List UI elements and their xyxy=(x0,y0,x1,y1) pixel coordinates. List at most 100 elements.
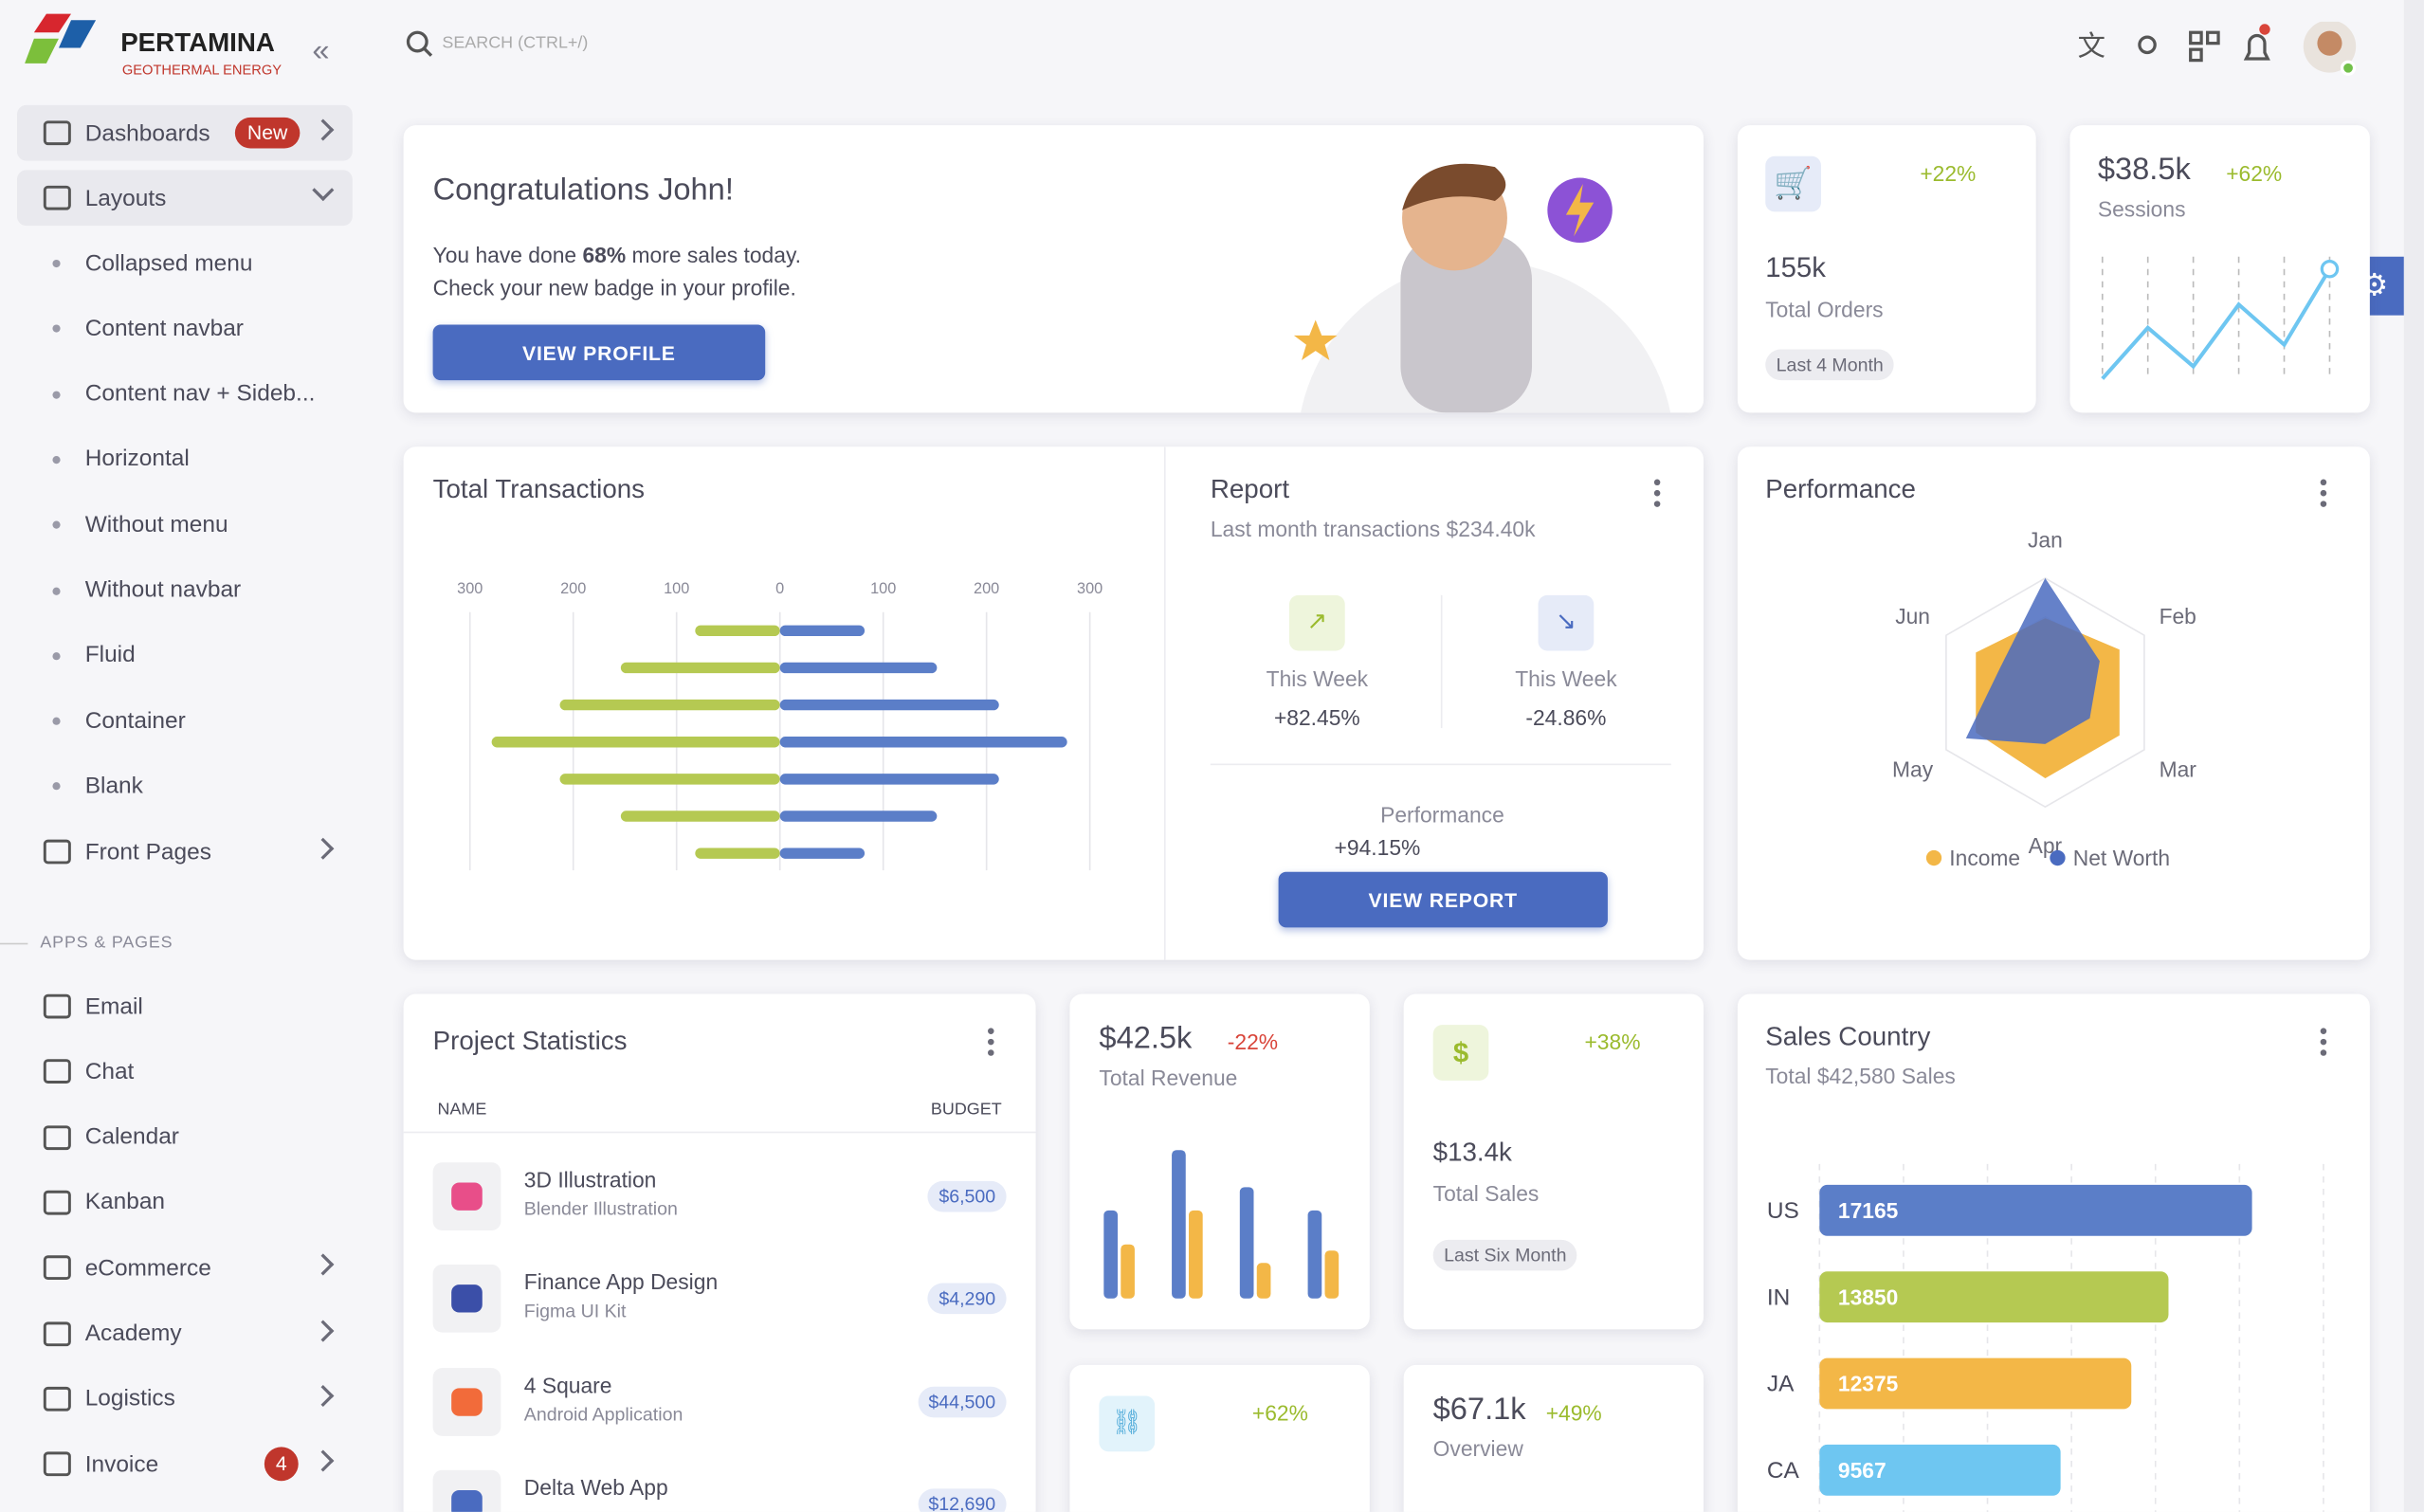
icon-shape xyxy=(43,1321,71,1346)
scrollbar xyxy=(2403,0,2424,1512)
menu[interactable] xyxy=(1653,489,1661,497)
week-value: +82.45% xyxy=(1273,704,1360,730)
nav-item[interactable]: Dashboards New xyxy=(16,104,353,161)
nav-label: Calendar xyxy=(84,1123,179,1151)
project-budget: $44,500 xyxy=(917,1386,1007,1417)
svg-text:文: 文 xyxy=(2078,31,2105,63)
menu[interactable] xyxy=(988,1038,994,1046)
nav-icon xyxy=(43,1124,71,1150)
overview-card: $67.1k +49% Overview xyxy=(1403,1364,1704,1512)
up-icon: ↗ xyxy=(1289,594,1345,651)
chevron xyxy=(312,1384,335,1407)
nav-item[interactable]: Content nav + Sideb... xyxy=(17,366,353,422)
link-card: ⛓ +62% xyxy=(1069,1364,1370,1512)
nav-icon xyxy=(43,1386,71,1412)
transactions-chart: 300 200 100 0 100 200 300 xyxy=(457,580,1103,871)
bar xyxy=(695,625,780,637)
nav-item[interactable]: Calendar xyxy=(17,1109,353,1165)
bullet xyxy=(52,520,61,530)
bar xyxy=(1172,1150,1186,1299)
value-label: 9567 xyxy=(1838,1458,1886,1483)
nav-item[interactable]: Collapsed menu xyxy=(17,235,353,291)
nav-item[interactable]: Layouts xyxy=(16,170,353,227)
text: more sales today. xyxy=(631,243,802,268)
nav-label: Logistics xyxy=(84,1385,175,1412)
project-name: 4 Square xyxy=(523,1372,612,1397)
projects-card: Project Statistics NAME BUDGET 3D Illust… xyxy=(403,993,1036,1512)
value-label: 13850 xyxy=(1838,1284,1898,1309)
category-label: IN xyxy=(1767,1284,1790,1310)
label: Total Sales xyxy=(1432,1180,1540,1206)
bullet xyxy=(52,324,61,334)
nav-item[interactable]: Invoice 4 xyxy=(17,1436,353,1492)
title: Total Transactions xyxy=(432,474,646,504)
bullet xyxy=(52,259,61,268)
menu[interactable] xyxy=(2320,489,2327,497)
nav-label: Dashboards xyxy=(84,119,210,147)
axis-label: Jan xyxy=(2028,527,2063,552)
nav-item[interactable]: Horizontal xyxy=(17,431,353,487)
icon-shape xyxy=(43,993,71,1019)
project-name: Finance App Design xyxy=(523,1269,719,1295)
bar xyxy=(620,662,780,674)
nav-label: Email xyxy=(84,993,143,1020)
nav-item[interactable]: Kanban xyxy=(17,1175,353,1230)
change: +22% xyxy=(1920,160,1977,186)
end-point xyxy=(2320,259,2340,279)
country-chart: US 17165 IN 13850 JA 12375 CA 9567 xyxy=(1767,1163,2324,1512)
table-row: Finance App Design Figma UI Kit $4,290 xyxy=(404,1265,1036,1342)
divider xyxy=(1440,594,1443,729)
icon-shape xyxy=(43,1124,71,1150)
view-report-button[interactable]: VIEW REPORT xyxy=(1278,871,1608,928)
change: +38% xyxy=(1584,1029,1641,1055)
header-cell: NAME xyxy=(437,1101,487,1120)
chevron xyxy=(312,1319,335,1341)
divider xyxy=(1210,763,1671,766)
bar xyxy=(620,811,780,822)
nav-item[interactable]: Chat xyxy=(17,1044,353,1100)
nav-item[interactable]: Logistics xyxy=(17,1371,353,1427)
axis-label: Jun xyxy=(1895,604,1930,628)
x-tick-label: 200 xyxy=(974,580,999,597)
project-icon-mark xyxy=(451,1182,483,1211)
table-row: Delta Web App $12,690 xyxy=(404,1469,1036,1512)
view-profile-button[interactable]: VIEW PROFILE xyxy=(432,324,766,381)
nav-label: Container xyxy=(84,707,186,734)
bar xyxy=(779,699,999,711)
value-label: 12375 xyxy=(1838,1372,1899,1396)
revenue-chart xyxy=(1103,1150,1340,1299)
nav-item[interactable]: Blank xyxy=(17,758,353,814)
bar xyxy=(1189,1210,1203,1299)
highlight: 68% xyxy=(582,243,627,268)
nav-item[interactable]: Without menu xyxy=(17,497,353,553)
icon-shape xyxy=(43,1190,71,1215)
change: +62% xyxy=(2226,160,2283,186)
line: You have done 68% more sales today. xyxy=(433,243,801,267)
nav-item[interactable]: Academy xyxy=(17,1305,353,1361)
nav-item[interactable]: Email xyxy=(17,978,353,1034)
nav-item[interactable]: Without navbar xyxy=(17,562,353,618)
down-icon: ↘ xyxy=(1538,594,1595,651)
menu[interactable] xyxy=(2320,1038,2327,1046)
nav-icon xyxy=(43,1321,71,1346)
bar xyxy=(1307,1210,1322,1299)
nav-item[interactable]: Fluid xyxy=(17,628,353,683)
nav-label: Content nav + Sideb... xyxy=(84,380,316,408)
nav-item[interactable]: eCommerce xyxy=(17,1240,353,1296)
nav-item[interactable]: Container xyxy=(17,693,353,749)
nav-label: Front Pages xyxy=(84,838,211,865)
nav-item[interactable]: Content navbar xyxy=(17,301,353,356)
x-tick-label: 100 xyxy=(664,580,689,597)
title: Congratulations John! xyxy=(432,173,734,208)
performance-card: Performance Jan Feb Mar Apr May Jun Income Net … xyxy=(1737,446,2370,960)
collapse-button[interactable]: « xyxy=(312,33,330,68)
nav-label: Collapsed menu xyxy=(84,249,253,277)
bar xyxy=(779,662,938,674)
nav-label: Without navbar xyxy=(84,576,242,603)
title: Performance xyxy=(1765,474,1916,504)
search-input[interactable]: SEARCH (CTRL+/) xyxy=(442,33,589,53)
bullet xyxy=(52,390,61,399)
bar xyxy=(779,811,938,822)
nav-icon xyxy=(43,839,71,865)
nav-item[interactable]: Front Pages xyxy=(17,824,353,880)
